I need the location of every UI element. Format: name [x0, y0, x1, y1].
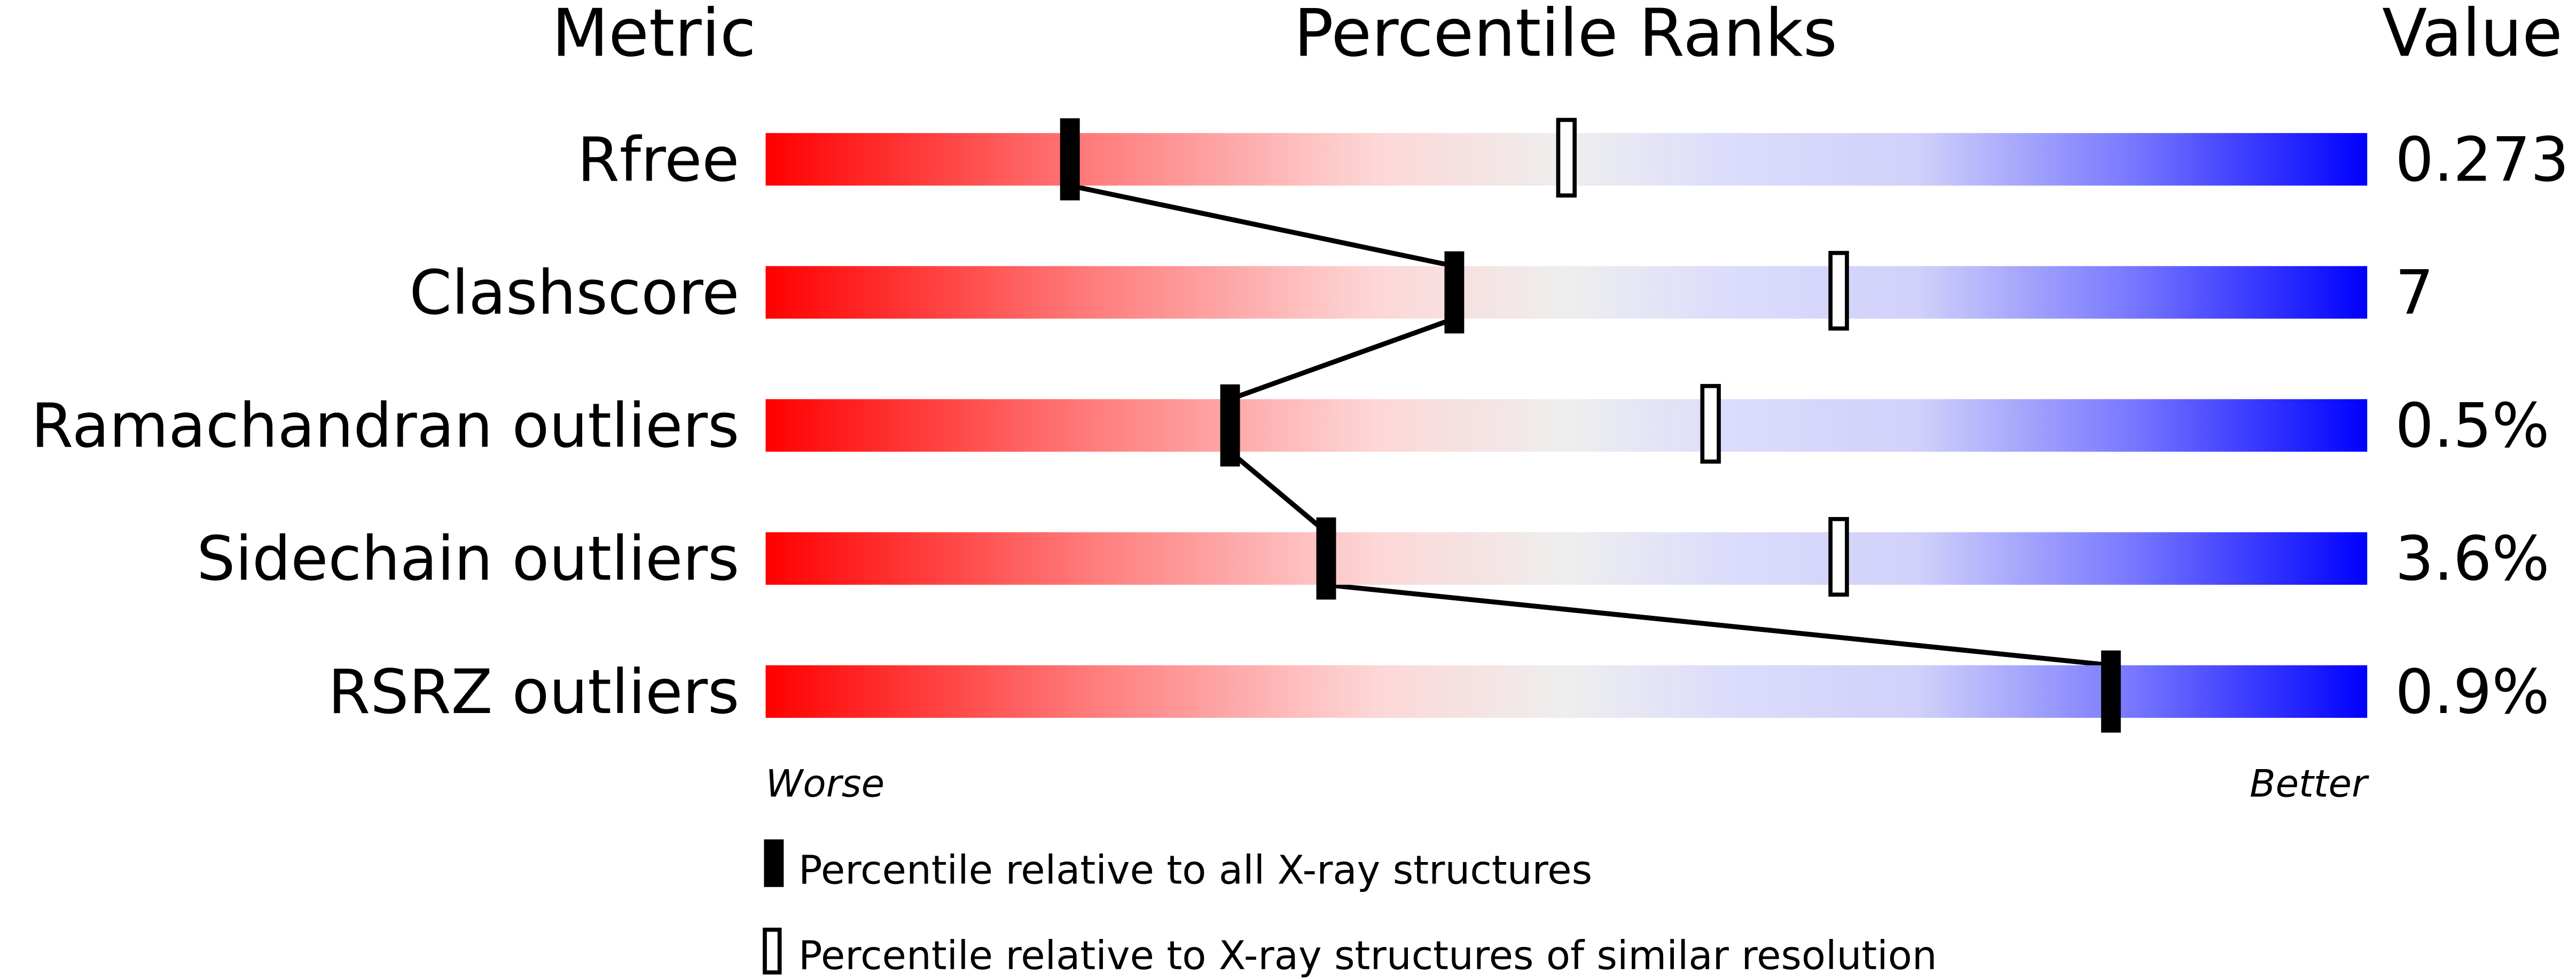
- marker-all-structures: [1316, 517, 1336, 600]
- header-value: Value: [2382, 0, 2563, 72]
- percentile-bar: [765, 532, 2368, 585]
- marker-all-structures: [1220, 384, 1240, 467]
- marker-similar-resolution: [1828, 250, 1849, 331]
- marker-all-structures: [1060, 118, 1080, 201]
- metric-value: 0.9%: [2395, 656, 2549, 727]
- marker-similar-resolution: [1700, 383, 1721, 464]
- marker-similar-resolution: [1556, 118, 1577, 198]
- metric-value: 7: [2395, 257, 2433, 328]
- metric-label: Clashscore: [409, 257, 739, 328]
- connector-line: [1069, 183, 1455, 269]
- marker-all-structures: [2101, 650, 2121, 733]
- metric-label: Ramachandran outliers: [31, 390, 739, 461]
- marker-similar-resolution: [1828, 517, 1849, 597]
- metric-value: 0.5%: [2395, 390, 2549, 461]
- header-metric: Metric: [552, 0, 756, 72]
- legend-label-similar: Percentile relative to X-ray structures …: [798, 933, 1937, 979]
- axis-label-worse: Worse: [765, 762, 884, 806]
- percentile-bar: [765, 266, 2368, 319]
- percentile-bar: [765, 399, 2368, 452]
- connector-line: [1228, 450, 1328, 534]
- legend-marker-similar: [763, 927, 782, 975]
- metric-value: 3.6%: [2395, 523, 2549, 594]
- marker-all-structures: [1444, 251, 1465, 334]
- connector-line: [1229, 316, 1455, 402]
- connector-line: [1326, 582, 2111, 668]
- percentile-bar: [765, 665, 2368, 718]
- metric-label: RSRZ outliers: [328, 656, 739, 727]
- axis-label-better: Better: [2250, 762, 2369, 806]
- metric-value: 0.273: [2395, 124, 2569, 195]
- header-percentile-ranks: Percentile Ranks: [1294, 0, 1837, 72]
- legend-marker-all: [764, 839, 784, 887]
- metric-label: Rfree: [577, 124, 739, 195]
- metric-label: Sidechain outliers: [197, 523, 739, 594]
- legend-label-all: Percentile relative to all X-ray structu…: [798, 848, 1592, 894]
